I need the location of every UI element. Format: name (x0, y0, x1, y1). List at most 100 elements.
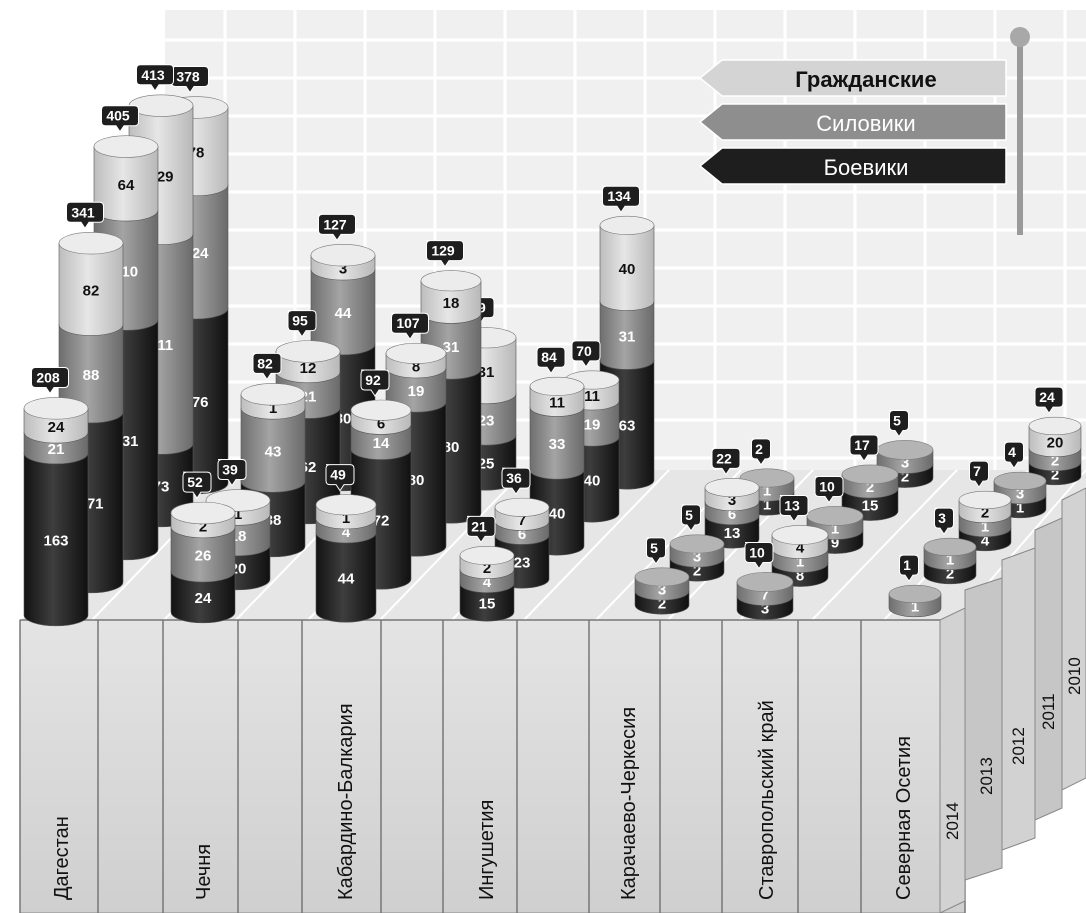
value-label-security: 44 (335, 305, 352, 322)
cylinder-top (494, 497, 550, 517)
cylinder-top (385, 342, 447, 364)
value-label-militants: 44 (338, 571, 355, 588)
total-badge (217, 459, 247, 487)
value-label-militants: 1 (1016, 499, 1024, 516)
value-label-militants: 80 (408, 472, 425, 489)
cylinder-top (806, 506, 864, 526)
total-label: 7 (973, 463, 981, 479)
value-label-militants: 2 (1051, 466, 1059, 483)
region-label: Чечня (193, 844, 215, 900)
cylinder-top (23, 397, 89, 420)
value-label-security: 19 (408, 383, 425, 400)
total-label: 13 (784, 497, 800, 513)
value-label-civilians: 24 (48, 419, 65, 436)
value-label-security: 88 (83, 367, 100, 384)
segment-security (240, 408, 306, 493)
value-label-civilians: 64 (118, 177, 135, 194)
legend-band-security (698, 103, 1007, 141)
value-label-militants: 8 (796, 568, 804, 585)
total-badge (252, 352, 282, 381)
value-label-militants: 63 (619, 418, 636, 435)
total-badge (1004, 441, 1024, 470)
total-label: 10 (749, 544, 765, 560)
value-label-militants: 24 (195, 590, 212, 607)
value-label-civilians: 1 (342, 510, 350, 527)
segment-civilians (58, 242, 124, 336)
cylinder-top (704, 478, 760, 498)
value-label-security: 21 (48, 441, 65, 458)
total-badge (711, 447, 741, 476)
value-label-civilians: 3 (728, 492, 736, 509)
total-badge (391, 312, 429, 341)
total-label: 10 (819, 478, 835, 494)
total-badge (31, 366, 69, 395)
segment-militants (459, 583, 515, 622)
total-badge (318, 213, 356, 242)
value-label-militants: 25 (478, 456, 495, 473)
total-badge (1034, 386, 1064, 415)
year-label-2012: 2012 (1009, 727, 1028, 765)
total-badge (360, 369, 390, 397)
year-step (1034, 517, 1063, 821)
value-label-militants: 15 (862, 497, 879, 514)
legend-band-militants (698, 147, 1007, 185)
cylinder-top (736, 572, 794, 592)
total-label: 208 (36, 369, 60, 385)
value-label-militants: 3 (761, 601, 769, 618)
total-label: 21 (471, 518, 487, 534)
total-label: 127 (323, 216, 347, 232)
total-badge (889, 409, 909, 438)
cylinder-top (350, 399, 412, 421)
total-label: 22 (716, 450, 732, 466)
cylinder-top (599, 215, 655, 235)
region-label: Кабардино-Балкария (335, 703, 357, 900)
floor-line (379, 469, 526, 621)
cylinder: 21 3 (923, 507, 977, 585)
value-label-militants: 1 (763, 497, 771, 514)
total-badge (466, 515, 496, 544)
cylinder: 15 42 21 (459, 515, 515, 622)
value-label-militants: 2 (946, 565, 954, 582)
value-label-civilians: 12 (300, 360, 317, 377)
cylinder: 23 5 (669, 504, 725, 582)
segment-militants (170, 570, 236, 624)
total-badge (66, 201, 104, 230)
value-label-civilians: 4 (796, 540, 805, 557)
cylinder-top (841, 464, 899, 485)
value-label-militants: 40 (584, 473, 601, 490)
legend-band-civilians (698, 59, 1007, 97)
value-label-civilians: 18 (443, 295, 460, 312)
total-badge (646, 537, 666, 565)
value-label-security: 4 (342, 524, 351, 541)
total-label: 3 (938, 510, 946, 526)
cylinder-top (170, 501, 236, 525)
total-badge (602, 185, 640, 214)
value-label-security: 19 (584, 416, 601, 433)
year-step (1001, 547, 1036, 851)
cylinder-top (420, 270, 482, 292)
legend-pole-knob (1010, 27, 1030, 47)
total-badge (681, 504, 701, 532)
total-badge (849, 434, 879, 462)
value-label-civilians: 20 (1047, 434, 1064, 451)
region-label: Северная Осетия (893, 736, 915, 900)
total-badge (969, 460, 989, 489)
value-label-security: 43 (265, 443, 282, 460)
cylinder-top (771, 525, 829, 545)
total-label: 107 (396, 315, 420, 331)
value-label-security: 2 (866, 479, 874, 496)
value-label-security: 3 (658, 582, 666, 599)
total-badge (934, 507, 954, 536)
total-label: 92 (365, 372, 381, 388)
segment-security (599, 301, 655, 370)
total-badge (571, 340, 601, 368)
total-label: 5 (685, 507, 693, 523)
total-badge (899, 554, 919, 583)
floor-line (811, 469, 958, 621)
cylinder-top (459, 546, 515, 565)
total-label: 52 (187, 474, 203, 490)
value-label-security: 7 (761, 587, 769, 604)
legend-label-militants: Боевики (824, 155, 909, 180)
region-label: Ингушетия (476, 800, 498, 900)
total-badge (779, 494, 809, 523)
